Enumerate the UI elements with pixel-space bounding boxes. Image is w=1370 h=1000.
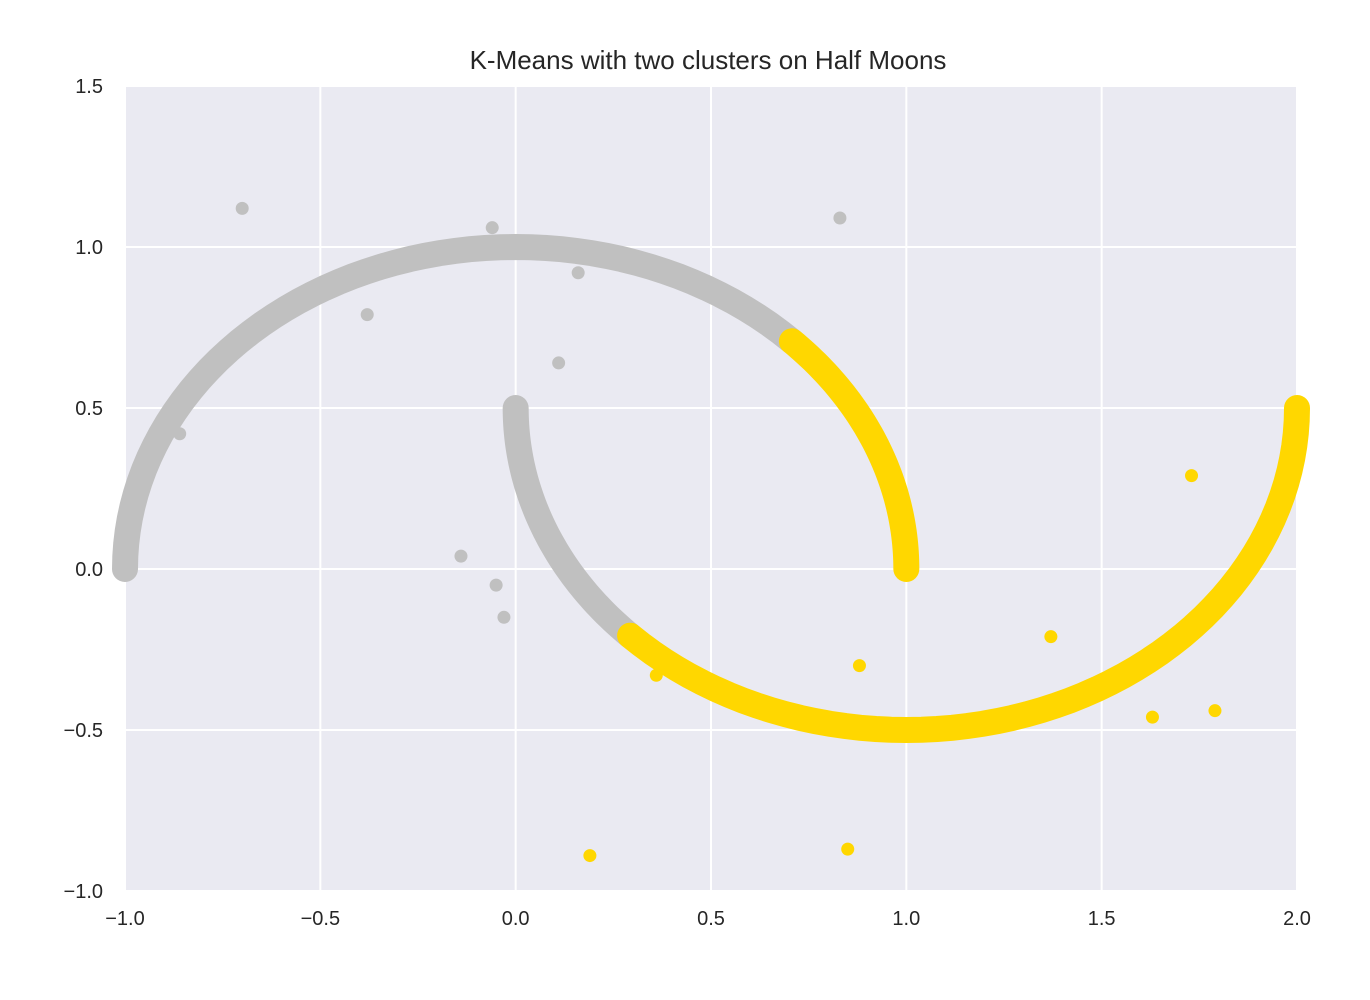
x-tick-label: 1.0 — [892, 908, 920, 930]
data-point — [841, 842, 855, 856]
y-tick-label: 1.5 — [75, 76, 103, 98]
data-point — [173, 427, 187, 441]
data-point — [489, 578, 503, 592]
y-tick-label: −0.5 — [64, 720, 103, 742]
x-tick-label: −1.0 — [105, 908, 144, 930]
series-2 — [583, 328, 1310, 863]
data-point — [852, 659, 866, 673]
y-tick-label: 1.0 — [75, 237, 103, 259]
data-point — [1208, 704, 1222, 718]
data-point — [1044, 630, 1058, 644]
data-point — [1145, 710, 1159, 724]
data-point — [552, 356, 566, 370]
x-tick-label: 2.0 — [1283, 908, 1311, 930]
moon-arc — [112, 233, 805, 582]
data-point — [583, 849, 597, 863]
y-tick-label: −1.0 — [64, 881, 103, 903]
x-tick-label: 0.0 — [502, 908, 530, 930]
moon-arc — [617, 395, 1310, 744]
data-point — [833, 211, 847, 225]
y-tick-label: 0.5 — [75, 398, 103, 420]
data-point — [1185, 469, 1199, 483]
chart-title: K-Means with two clusters on Half Moons — [470, 45, 947, 75]
moon-arc — [502, 395, 644, 649]
data-point — [360, 308, 374, 322]
y-tick-label: 0.0 — [75, 559, 103, 581]
data-point — [571, 266, 585, 280]
y-axis-ticks: −1.0 −0.5 0.0 0.5 1.0 1.5 — [64, 76, 103, 903]
x-tick-label: 0.5 — [697, 908, 725, 930]
scatter-series — [112, 201, 1310, 863]
x-axis-ticks: −1.0 −0.5 0.0 0.5 1.0 1.5 2.0 — [105, 908, 1311, 930]
data-point — [235, 201, 249, 215]
x-tick-label: −0.5 — [301, 908, 340, 930]
series-1 — [112, 201, 847, 649]
x-tick-label: 1.5 — [1088, 908, 1116, 930]
data-point — [485, 221, 499, 235]
data-point — [454, 549, 468, 563]
data-point — [649, 668, 663, 682]
moon-arc — [778, 328, 920, 582]
data-point — [497, 610, 511, 624]
